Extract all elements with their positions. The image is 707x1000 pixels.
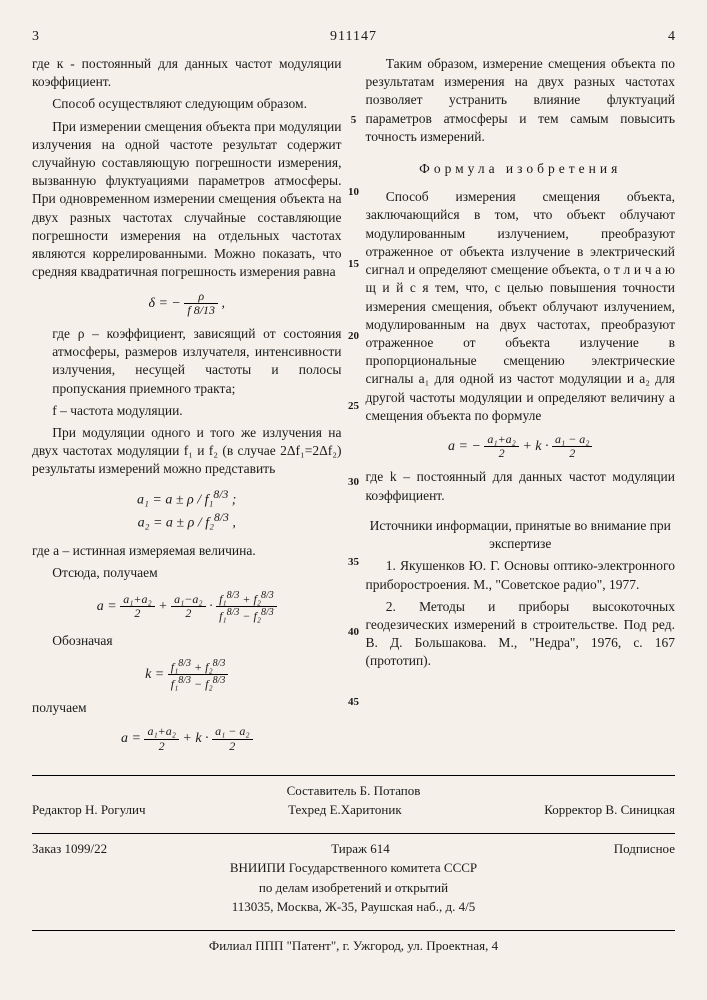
columns-wrapper: 5 10 15 20 25 30 35 40 45 где к - постоя… — [32, 55, 675, 761]
right-p1: Таким образом, измерение смещения объект… — [366, 55, 676, 146]
left-where1: где ρ – коэффициент, зависящий от состоя… — [52, 325, 341, 398]
left-where2: f – частота модуляции. — [52, 402, 341, 420]
footer-separator-2 — [32, 833, 675, 834]
order: Заказ 1099/22 — [32, 840, 107, 858]
footer-separator-3 — [32, 930, 675, 931]
page-num-right: 4 — [668, 28, 675, 47]
ref1: 1. Якушенков Ю. Г. Основы оптико-электро… — [366, 557, 676, 593]
addr: 113035, Москва, Ж-35, Раушская наб., д. … — [32, 898, 675, 916]
corrector: Корректор В. Синицкая — [544, 801, 675, 819]
patent-number: 911147 — [39, 28, 668, 47]
org1: ВНИИПИ Государственного комитета СССР — [32, 859, 675, 877]
left-p7: Обозначая — [32, 632, 342, 650]
branch: Филиал ППП "Патент", г. Ужгород, ул. Про… — [32, 937, 675, 955]
claims-title: Формула изобретения — [366, 160, 676, 178]
compiler: Составитель Б. Потапов — [32, 782, 675, 800]
right-p3: где k – постоянный для данных частот мод… — [366, 468, 676, 504]
page-header: 3 911147 4 — [32, 28, 675, 47]
left-column: где к - постоянный для данных частот мод… — [32, 55, 342, 761]
left-p4: При модуляции одного и того же излучения… — [32, 424, 342, 479]
line-num-40: 40 — [348, 625, 359, 640]
right-column: Таким образом, измерение смещения объект… — [366, 55, 676, 761]
left-p3: При измерении смещения объекта при модул… — [32, 118, 342, 282]
left-p1: где к - постоянный для данных частот мод… — [32, 55, 342, 91]
line-num-25: 25 — [348, 399, 359, 414]
signed: Подписное — [614, 840, 675, 858]
footer: Составитель Б. Потапов Редактор Н. Рогул… — [32, 782, 675, 955]
line-num-20: 20 — [348, 329, 359, 344]
formula-a-full: a = a₁+a₂2 + a₁−a₂2 · f₁8/3 + f₂8/3f₁8/3… — [32, 590, 342, 623]
formula-a-claim: a = − a₁+a₂2 + k · a₁ − a₂2 — [366, 433, 676, 460]
footer-separator-1 — [32, 775, 675, 776]
line-num-5: 5 — [351, 113, 357, 128]
line-num-15: 15 — [348, 257, 359, 272]
page-num-left: 3 — [32, 28, 39, 47]
formula-sigma: δ = − ρf 8/13 , — [32, 290, 342, 317]
right-p2: Способ измерения смещения объекта, заклю… — [366, 188, 676, 425]
formula-k: k = f₁8/3 + f₂8/3f₁8/3 − f₂8/3 — [32, 658, 342, 691]
line-num-35: 35 — [348, 555, 359, 570]
org2: по делам изобретений и открытий — [32, 879, 675, 897]
tirazh: Тираж 614 — [331, 840, 390, 858]
left-p2: Способ осуществляют следующим образом. — [32, 95, 342, 113]
left-p6: Отсюда, получаем — [32, 564, 342, 582]
techred: Техред Е.Харитоник — [288, 801, 402, 819]
left-p8: получаем — [32, 699, 342, 717]
ref2: 2. Методы и приборы высокоточных геодези… — [366, 598, 676, 671]
formula-a1a2: a₁ = a ± ρ / f₁8/3 ; a₂ = a ± ρ / f₂8/3 … — [32, 487, 342, 534]
formula-a-final-left: a = a₁+a₂2 + k · a₁ − a₂2 — [32, 725, 342, 752]
refs-title: Источники информации, принятые во вниман… — [366, 517, 676, 553]
line-num-30: 30 — [348, 475, 359, 490]
left-p5: где a – истинная измеряемая величина. — [32, 542, 342, 560]
editor: Редактор Н. Рогулич — [32, 801, 145, 819]
line-num-10: 10 — [348, 185, 359, 200]
line-num-45: 45 — [348, 695, 359, 710]
